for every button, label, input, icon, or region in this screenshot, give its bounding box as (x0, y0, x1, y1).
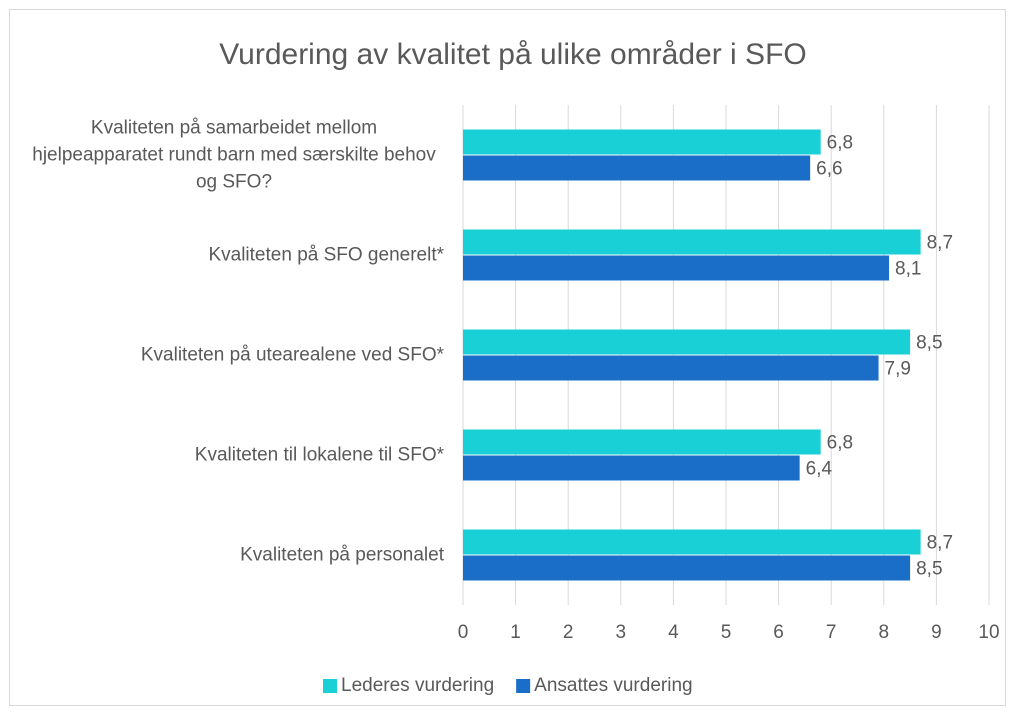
bar (463, 255, 890, 281)
x-tick-label: 8 (879, 622, 890, 643)
data-label: 8,1 (895, 259, 921, 280)
chart-title: Vurdering av kvalitet på ulike områder i… (219, 38, 806, 71)
y-tick-label-box: Kvaliteten på personalet (24, 542, 444, 569)
y-tick-label-box: Kvaliteten til lokalene til SFO* (24, 442, 444, 469)
legend-label: Ansattes vurdering (534, 675, 692, 696)
legend-swatch (516, 679, 531, 693)
x-tick-label: 3 (616, 622, 627, 643)
data-label: 6,6 (816, 159, 842, 180)
x-tick-label: 6 (773, 622, 784, 643)
data-label: 8,7 (927, 533, 953, 554)
x-tick-label: 1 (510, 622, 521, 643)
bar (463, 155, 811, 181)
data-label: 6,4 (806, 459, 833, 480)
bar (463, 329, 911, 355)
x-tick-label: 0 (458, 622, 469, 643)
legend-swatch (323, 679, 337, 693)
data-label: 8,5 (916, 559, 942, 580)
legend-label: Lederes vurdering (341, 675, 494, 696)
data-label: 6,8 (827, 133, 853, 154)
data-label: 6,8 (827, 433, 853, 454)
y-tick-label-box: Kvaliteten på utearealene ved SFO* (24, 342, 444, 369)
data-label: 8,7 (927, 233, 953, 254)
bar (463, 529, 921, 555)
y-tick-label: Kvaliteten på personalet (240, 544, 444, 566)
x-tick-label: 5 (721, 622, 732, 643)
x-tick-label: 7 (826, 622, 837, 643)
y-tick-label: Kvaliteten på utearealene ved SFO* (140, 344, 444, 366)
bar (463, 129, 821, 155)
data-label: 7,9 (885, 359, 911, 380)
x-tick-label: 2 (563, 622, 574, 643)
y-tick-label: Kvaliteten til lokalene til SFO* (194, 444, 444, 466)
x-tick-label: 10 (978, 622, 999, 643)
y-tick-label-box: Kvaliteten på SFO generelt* (24, 242, 444, 269)
bar (463, 355, 879, 381)
bar (463, 455, 800, 481)
x-tick-label: 9 (931, 622, 942, 643)
bar (463, 555, 911, 581)
y-tick-label: Kvaliteten på samarbeidet mellom hjelpea… (32, 117, 436, 193)
bar (463, 429, 821, 455)
bar (463, 229, 921, 255)
data-label: 8,5 (916, 333, 942, 354)
y-tick-label-box: Kvaliteten på samarbeidet mellom hjelpea… (24, 115, 444, 196)
x-tick-label: 4 (668, 622, 679, 643)
y-tick-label: Kvaliteten på SFO generelt* (208, 244, 444, 266)
